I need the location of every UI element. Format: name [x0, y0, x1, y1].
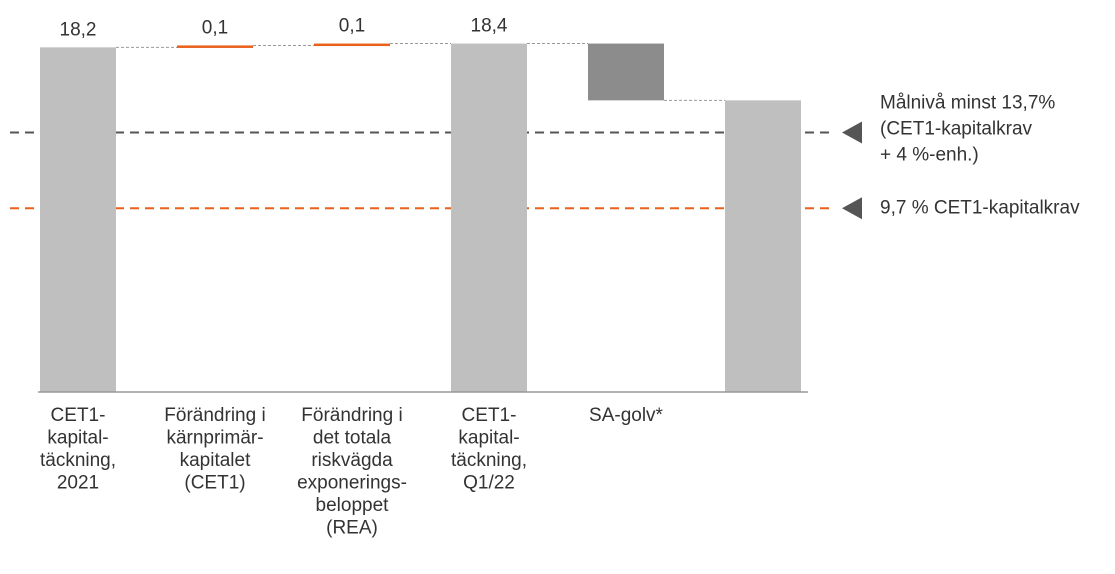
x-tick-label: (REA): [326, 518, 378, 539]
reference-label: Målnivå minst 13,7%: [880, 93, 1055, 114]
value-label: 18,2: [60, 19, 97, 40]
reference-marker: [842, 197, 862, 220]
x-tick-label: det totala: [313, 428, 392, 449]
x-tick-label: kapitalet: [180, 450, 251, 471]
x-tick-label: CET1-: [462, 405, 517, 426]
bar: [177, 45, 253, 48]
x-tick-label: beloppet: [316, 495, 390, 516]
x-tick-label: Förändring i: [301, 405, 402, 426]
value-label: 18,4: [471, 16, 508, 37]
x-tick-label: riskvägda: [311, 450, 393, 471]
bar: [314, 43, 390, 47]
x-tick-label: täckning,: [451, 450, 527, 471]
bar: [40, 47, 116, 393]
reference-marker: [842, 121, 862, 144]
x-tick-label: exponerings-: [297, 473, 407, 494]
bar: [588, 43, 664, 101]
x-tick-label: (CET1): [184, 473, 245, 494]
bar: [451, 43, 527, 393]
reference-label: (CET1-kapitalkrav: [880, 119, 1033, 140]
x-tick-label: Q1/22: [463, 473, 515, 494]
bar: [725, 100, 801, 392]
x-tick-label: 2021: [57, 473, 99, 494]
x-tick-label: kapital-: [47, 428, 108, 449]
value-label: 0,1: [339, 16, 365, 37]
x-tick-label: kapital-: [458, 428, 519, 449]
x-tick-label: Förändring i: [164, 405, 265, 426]
x-tick-label: täckning,: [40, 450, 116, 471]
value-label: 0,1: [202, 17, 228, 38]
x-tick-label: kärnprimär-: [166, 428, 263, 449]
reference-label: 9,7 % CET1-kapitalkrav: [880, 197, 1080, 218]
x-tick-label: SA-golv*: [589, 405, 664, 426]
x-tick-label: CET1-: [51, 405, 106, 426]
reference-label: + 4 %-enh.): [880, 145, 979, 166]
